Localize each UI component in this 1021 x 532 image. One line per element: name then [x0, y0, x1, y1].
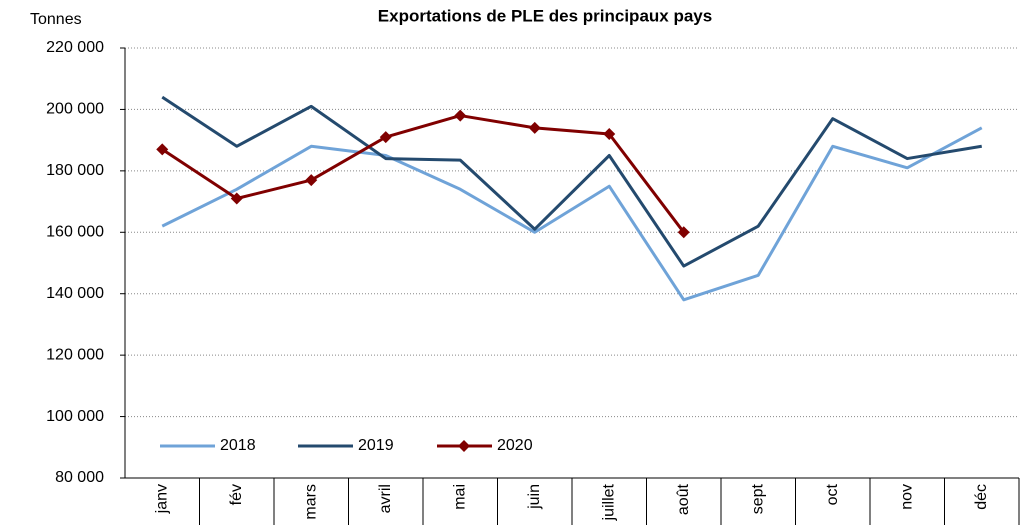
legend-label: 2018: [220, 437, 256, 454]
point-marker: [230, 192, 243, 205]
legend-marker: [458, 440, 470, 452]
legend-label: 2020: [497, 437, 533, 454]
x-tick-label: juin: [526, 484, 543, 510]
x-tick-label: nov: [898, 484, 915, 510]
point-marker: [379, 131, 392, 144]
x-tick-label: août: [675, 483, 692, 515]
x-tick-label: janv: [153, 484, 170, 514]
x-tick-label: juillet: [600, 483, 617, 521]
x-tick-label: mai: [451, 484, 468, 510]
series-line: [161, 126, 983, 302]
chart-title: Exportations de PLE des principaux pays: [378, 6, 712, 25]
y-tick-label: 140 000: [46, 285, 104, 302]
point-marker: [454, 109, 467, 122]
x-tick-label: fév: [228, 484, 245, 505]
y-axis-label: Tonnes: [30, 11, 82, 28]
point-marker: [305, 174, 318, 187]
y-tick-label: 80 000: [55, 469, 104, 486]
point-marker: [156, 143, 169, 156]
y-tick-label: 100 000: [46, 408, 104, 425]
x-tick-label: avril: [377, 484, 394, 513]
y-tick-label: 120 000: [46, 346, 104, 363]
series-line: [161, 95, 982, 268]
y-tick-label: 200 000: [46, 101, 104, 118]
series-line: [161, 114, 685, 234]
point-marker: [528, 121, 541, 134]
x-tick-label: mars: [302, 484, 319, 520]
x-tick-label: oct: [824, 483, 841, 505]
point-marker: [603, 128, 616, 140]
x-tick-label: déc: [973, 484, 990, 510]
y-tick-label: 180 000: [46, 162, 104, 179]
y-tick-label: 220 000: [46, 39, 104, 56]
x-tick-label: sept: [749, 483, 766, 514]
legend-label: 2019: [358, 437, 394, 454]
point-marker: [677, 226, 690, 239]
y-tick-label: 160 000: [46, 224, 104, 241]
